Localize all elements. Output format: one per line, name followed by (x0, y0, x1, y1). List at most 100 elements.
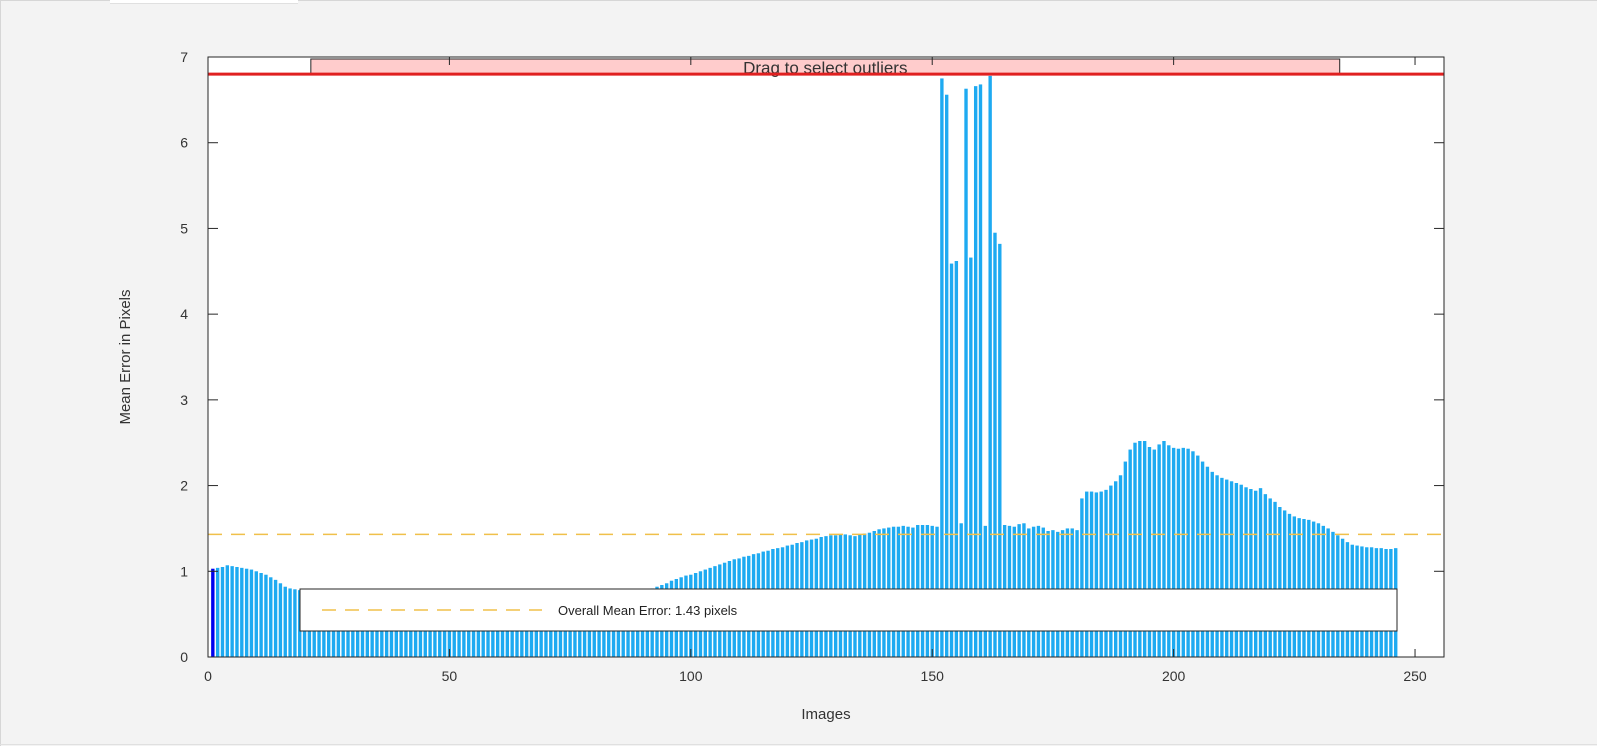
bar[interactable] (1200, 461, 1205, 657)
x-tick-label: 100 (679, 668, 703, 684)
bar[interactable] (1225, 479, 1229, 657)
x-tick-label: 150 (921, 668, 945, 684)
bar[interactable] (259, 573, 263, 657)
bar[interactable] (225, 565, 229, 657)
bar[interactable] (1220, 477, 1224, 657)
bar[interactable] (988, 75, 992, 658)
bar[interactable] (969, 257, 973, 657)
bar[interactable] (1249, 489, 1253, 657)
bar[interactable] (288, 588, 292, 657)
bar[interactable] (945, 94, 949, 657)
bar[interactable] (1176, 448, 1181, 657)
y-tick-label: 2 (180, 478, 188, 494)
bar[interactable] (949, 263, 954, 657)
bar[interactable] (1287, 513, 1292, 657)
bar[interactable] (1171, 447, 1176, 657)
bar[interactable] (283, 586, 287, 657)
plot-frame (207, 56, 1445, 658)
y-tick-label: 7 (180, 49, 188, 65)
bar[interactable] (244, 568, 249, 657)
bar[interactable] (1278, 507, 1282, 657)
bar[interactable] (964, 88, 968, 657)
bar[interactable] (973, 86, 978, 657)
bar[interactable] (1210, 471, 1214, 657)
bar[interactable] (1133, 442, 1137, 657)
legend-label: Overall Mean Error: 1.43 pixels (558, 603, 738, 618)
bar[interactable] (264, 574, 268, 657)
window-left-border (0, 0, 1, 746)
bar[interactable] (1142, 441, 1147, 657)
bar[interactable] (1205, 466, 1210, 657)
window-bottom-border (0, 744, 1597, 745)
bar[interactable] (1215, 475, 1219, 657)
bar[interactable] (249, 569, 254, 657)
bar[interactable] (1118, 475, 1123, 657)
legend: Overall Mean Error: 1.43 pixels (299, 588, 1398, 632)
bar[interactable] (1282, 510, 1287, 657)
y-tick-label: 6 (180, 135, 188, 151)
bar[interactable] (1297, 518, 1301, 657)
bar[interactable] (1167, 445, 1171, 657)
x-tick-label: 0 (204, 668, 212, 684)
bar[interactable] (1196, 455, 1200, 657)
bar[interactable] (1123, 461, 1128, 657)
window-top-border (0, 0, 1597, 1)
bar[interactable] (1268, 498, 1272, 657)
bar[interactable] (1307, 519, 1311, 657)
bar[interactable] (1258, 488, 1263, 657)
y-tick-label: 5 (180, 220, 188, 236)
bar-selected[interactable] (211, 568, 215, 657)
bar[interactable] (954, 261, 959, 657)
x-tick-label: 50 (442, 668, 458, 684)
x-tick-label: 200 (1162, 668, 1186, 684)
y-axis-ticks: 0 1 2 3 4 5 6 7 (180, 49, 1444, 665)
bar[interactable] (1152, 449, 1156, 657)
bar[interactable] (1263, 494, 1268, 657)
bar[interactable] (1302, 519, 1306, 657)
bar[interactable] (269, 577, 273, 657)
bar[interactable] (978, 84, 983, 658)
legend-box (299, 588, 1398, 632)
bar[interactable] (993, 232, 997, 657)
bar[interactable] (998, 243, 1002, 658)
bar[interactable] (1128, 449, 1132, 657)
bar[interactable] (1186, 448, 1190, 657)
bar[interactable] (1138, 441, 1142, 657)
bar[interactable] (220, 567, 225, 657)
x-axis-ticks: 0 50 100 150 200 250 (204, 57, 1427, 684)
bar[interactable] (1162, 441, 1166, 657)
bar[interactable] (1085, 491, 1089, 657)
bar[interactable] (1104, 489, 1108, 657)
bar[interactable] (1273, 501, 1277, 657)
bar[interactable] (235, 567, 239, 657)
bar[interactable] (273, 579, 278, 657)
outlier-threshold-group[interactable]: Drag to select outliers (208, 58, 1444, 78)
bar[interactable] (1234, 483, 1239, 657)
bar[interactable] (1099, 491, 1103, 657)
bar[interactable] (1254, 490, 1258, 657)
bar[interactable] (240, 567, 244, 657)
bar[interactable] (1089, 491, 1094, 657)
bar[interactable] (1094, 492, 1099, 657)
x-tick-label: 250 (1403, 668, 1427, 684)
bar[interactable] (1191, 451, 1195, 657)
bar[interactable] (1239, 484, 1243, 657)
bar[interactable] (215, 567, 220, 657)
bar[interactable] (293, 589, 297, 657)
bar[interactable] (1080, 498, 1084, 657)
bar[interactable] (1157, 444, 1161, 657)
bar[interactable] (1181, 447, 1185, 657)
bar[interactable] (940, 78, 944, 658)
bar[interactable] (1114, 481, 1118, 657)
bar[interactable] (254, 571, 258, 657)
bar[interactable] (1244, 487, 1248, 657)
bar[interactable] (1109, 485, 1113, 657)
bar[interactable] (278, 583, 283, 657)
x-axis-title: Images (801, 706, 850, 723)
bar[interactable] (1292, 516, 1297, 657)
bar[interactable] (1147, 447, 1152, 657)
y-tick-label: 0 (180, 649, 188, 665)
bar[interactable] (1229, 481, 1234, 657)
bar[interactable] (230, 566, 234, 657)
